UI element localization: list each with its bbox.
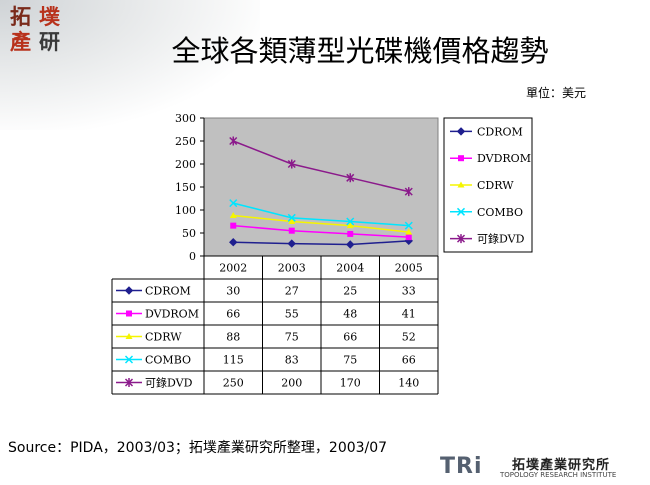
data-label: 48 (343, 308, 357, 321)
table-series-name: DVDROM (145, 308, 199, 321)
data-point-marker (457, 181, 465, 188)
corner-background (0, 0, 260, 130)
data-point-marker (346, 217, 355, 226)
logo-char: 拓 (10, 4, 31, 29)
data-point-marker (404, 187, 413, 197)
data-label: 83 (285, 354, 299, 367)
footer-logo: TRi 拓墣產業研究所 TOPOLOGY RESEARCH INSTITUTE (440, 454, 640, 482)
data-point-marker (126, 310, 132, 317)
x-category-label: 2002 (219, 262, 247, 275)
series-line (233, 224, 409, 238)
legend-entry: CDRW (477, 179, 514, 192)
table-body-bg (112, 279, 438, 394)
data-point-marker (124, 355, 134, 364)
data-point-marker (230, 222, 237, 229)
table-series-name: CDROM (145, 285, 191, 298)
table-series-name: 可錄DVD (145, 376, 193, 390)
data-label: 30 (226, 285, 240, 298)
x-category-label: 2003 (278, 262, 306, 275)
data-point-marker (229, 212, 237, 219)
data-point-marker (458, 155, 464, 162)
plot-area (203, 117, 439, 257)
y-tick-label: 100 (175, 204, 196, 217)
legend-entry: COMBO (477, 206, 523, 219)
series-line (233, 240, 409, 246)
legend-entry: 可錄DVD (477, 232, 525, 246)
data-point-marker (347, 230, 354, 237)
data-label: 88 (226, 331, 240, 344)
y-tick-label: 50 (182, 227, 196, 240)
data-label: 41 (402, 308, 416, 321)
data-point-marker (229, 136, 238, 146)
data-point-marker (124, 378, 134, 387)
data-point-marker (404, 221, 413, 230)
y-tick-label: 200 (175, 158, 196, 171)
legend-entry: CDROM (477, 125, 523, 138)
data-label: 75 (343, 354, 357, 367)
logo-char: 產 (10, 29, 31, 54)
data-label: 66 (343, 331, 357, 344)
data-point-marker (346, 240, 355, 249)
data-point-marker (287, 239, 296, 248)
institute-name: 拓墣產業研究所 (512, 458, 611, 473)
slide-title: 全球各類薄型光碟機價格趨勢 (171, 34, 549, 68)
y-tick-label: 300 (175, 112, 196, 125)
table-series-name: COMBO (145, 354, 191, 367)
series-line (233, 214, 409, 233)
data-label: 66 (226, 308, 240, 321)
series-line (232, 140, 409, 193)
x-category-label: 2004 (336, 262, 364, 275)
source-note: Source：PIDA，2003/03；拓墣產業研究所整理，2003/07 (8, 440, 388, 456)
data-label: 33 (402, 285, 416, 298)
data-point-marker (346, 173, 355, 183)
data-point-marker (456, 127, 466, 136)
data-label: 200 (281, 377, 302, 390)
data-label: 55 (285, 308, 299, 321)
table-series-name: CDRW (145, 331, 182, 344)
data-point-marker (125, 333, 133, 339)
institute-english-name: TOPOLOGY RESEARCH INSTITUTE (500, 471, 617, 479)
data-label: 75 (285, 331, 299, 344)
tri-logo-mark: TRi (440, 454, 483, 479)
data-point-marker (229, 237, 238, 247)
data-label: 250 (223, 377, 244, 390)
data-label: 170 (340, 377, 361, 390)
legend-entry: DVDROM (477, 152, 531, 165)
data-point-marker (346, 222, 354, 229)
unit-label: 單位：美元 (525, 86, 586, 100)
data-point-marker (287, 159, 296, 169)
data-point-marker (287, 213, 296, 222)
y-tick-label: 250 (175, 135, 196, 148)
data-label: 115 (223, 354, 244, 367)
data-point-marker (405, 234, 412, 241)
data-point-marker (288, 218, 296, 224)
data-point-marker (405, 228, 413, 235)
data-label: 27 (285, 285, 299, 298)
data-point-marker (456, 207, 466, 216)
data-label: 52 (402, 331, 416, 344)
data-point-marker (124, 286, 134, 295)
y-tick-label: 0 (189, 250, 196, 263)
logo-char: 墣 (39, 4, 60, 29)
data-label: 66 (402, 354, 416, 367)
data-point-marker (229, 199, 238, 208)
brand-logo: 拓 墣 產 研 (6, 4, 64, 54)
data-label: 140 (398, 377, 419, 390)
logo-char: 研 (39, 29, 60, 54)
data-point-marker (456, 234, 466, 244)
x-category-label: 2005 (395, 262, 423, 275)
data-label: 25 (343, 285, 357, 298)
data-point-marker (288, 227, 295, 234)
series-line (233, 202, 409, 227)
y-tick-label: 150 (175, 181, 196, 194)
